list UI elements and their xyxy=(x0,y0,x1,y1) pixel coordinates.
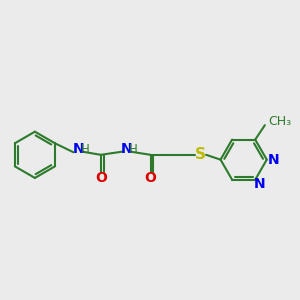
Text: N: N xyxy=(267,153,279,166)
Text: N: N xyxy=(72,142,84,156)
Text: N: N xyxy=(121,142,132,156)
Text: O: O xyxy=(95,171,107,185)
Text: O: O xyxy=(145,171,157,185)
Text: S: S xyxy=(195,147,206,162)
Text: H: H xyxy=(81,142,90,155)
Text: H: H xyxy=(129,142,138,155)
Text: CH₃: CH₃ xyxy=(269,116,292,128)
Text: N: N xyxy=(254,178,266,191)
